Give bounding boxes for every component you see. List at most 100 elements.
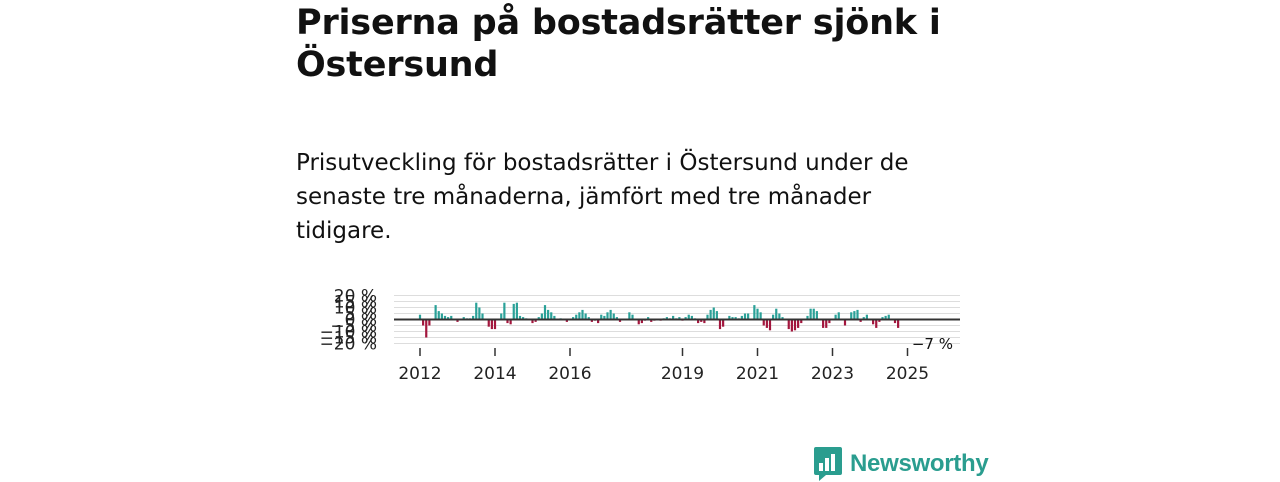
bar xyxy=(762,319,765,326)
bar xyxy=(584,313,587,320)
bar xyxy=(447,317,450,320)
bar xyxy=(515,302,518,320)
bar xyxy=(540,313,543,320)
bar xyxy=(609,309,612,320)
bar xyxy=(797,319,800,328)
bar xyxy=(600,314,603,320)
bar xyxy=(543,305,547,320)
bar xyxy=(718,319,722,330)
bar xyxy=(490,319,493,330)
bar xyxy=(806,315,809,320)
bar xyxy=(572,317,575,320)
bar xyxy=(828,319,831,324)
bar xyxy=(887,314,890,320)
bar xyxy=(575,314,578,320)
bar xyxy=(781,317,784,320)
x-tick-label: 2012 xyxy=(398,364,441,384)
bar xyxy=(743,313,747,320)
bar xyxy=(590,319,593,322)
bar xyxy=(859,319,862,322)
bar xyxy=(537,317,540,320)
bar xyxy=(793,319,797,331)
bar xyxy=(740,315,743,320)
bar xyxy=(884,315,887,320)
bar xyxy=(481,313,484,320)
bar xyxy=(612,313,615,320)
bar xyxy=(856,309,859,320)
bar xyxy=(637,319,640,325)
bar xyxy=(547,309,550,320)
bar xyxy=(872,319,875,325)
bar xyxy=(581,309,584,320)
bar xyxy=(812,308,815,320)
x-tick-label: 2014 xyxy=(473,364,516,384)
bar xyxy=(597,319,600,324)
bar xyxy=(550,312,553,320)
bar xyxy=(787,319,790,330)
bar xyxy=(687,314,690,320)
bar xyxy=(503,302,506,320)
bar xyxy=(487,319,490,327)
bar xyxy=(531,319,534,324)
bar xyxy=(790,319,793,332)
bar xyxy=(715,311,718,320)
bar xyxy=(834,314,837,320)
y-tick-label: 0 % xyxy=(345,311,377,331)
bar xyxy=(697,319,700,324)
bar xyxy=(809,308,812,320)
bar xyxy=(553,315,556,320)
bar xyxy=(512,303,515,320)
bar xyxy=(534,319,537,322)
bar xyxy=(518,315,522,320)
bar xyxy=(822,319,825,328)
y-tick-label: −10 % xyxy=(320,323,377,343)
bar xyxy=(734,317,737,320)
bar xyxy=(647,317,650,320)
y-tick-label: −20 % xyxy=(320,335,377,355)
bar xyxy=(722,319,725,327)
x-tick-label: 2016 xyxy=(548,364,591,384)
bar xyxy=(603,315,606,320)
bar xyxy=(650,319,653,322)
logo-text: Newsworthy xyxy=(850,450,989,477)
x-tick-label: 2025 xyxy=(886,364,929,384)
bar xyxy=(478,307,481,320)
bar xyxy=(665,317,668,320)
chart-title: Priserna på bostadsrätter sjönk i Östers… xyxy=(296,3,941,85)
x-tick-label: 2021 xyxy=(736,364,779,384)
bar xyxy=(706,314,709,320)
bar xyxy=(606,312,609,320)
bar xyxy=(475,302,478,320)
bar xyxy=(672,315,675,320)
y-tick-label: 15 % xyxy=(334,293,377,313)
bar xyxy=(753,305,756,320)
newsworthy-logo: Newsworthy xyxy=(814,446,989,482)
bars xyxy=(418,302,900,338)
bar xyxy=(425,319,428,338)
bar xyxy=(440,313,443,320)
y-tick-label: −5 % xyxy=(330,317,377,337)
bar xyxy=(615,317,618,320)
y-tick-label: 20 % xyxy=(334,287,377,307)
bar xyxy=(878,319,881,322)
bar xyxy=(825,319,828,328)
bar xyxy=(765,319,768,328)
bar xyxy=(522,317,525,320)
bar xyxy=(493,319,497,330)
bar xyxy=(731,317,734,320)
grid-lines xyxy=(394,295,960,344)
bar xyxy=(690,315,693,320)
bar xyxy=(472,315,475,320)
bar xyxy=(628,312,631,320)
bar xyxy=(450,315,453,320)
chart-subtitle: Prisutveckling för bostadsrätter i Öster… xyxy=(296,150,909,244)
bar xyxy=(418,314,422,320)
bar xyxy=(728,315,731,320)
bar xyxy=(875,319,878,328)
bar xyxy=(500,313,503,320)
bar xyxy=(865,314,868,320)
bar xyxy=(709,309,712,320)
bar xyxy=(800,319,803,324)
bar xyxy=(578,312,581,320)
last-value-label: −7 % xyxy=(912,335,953,353)
